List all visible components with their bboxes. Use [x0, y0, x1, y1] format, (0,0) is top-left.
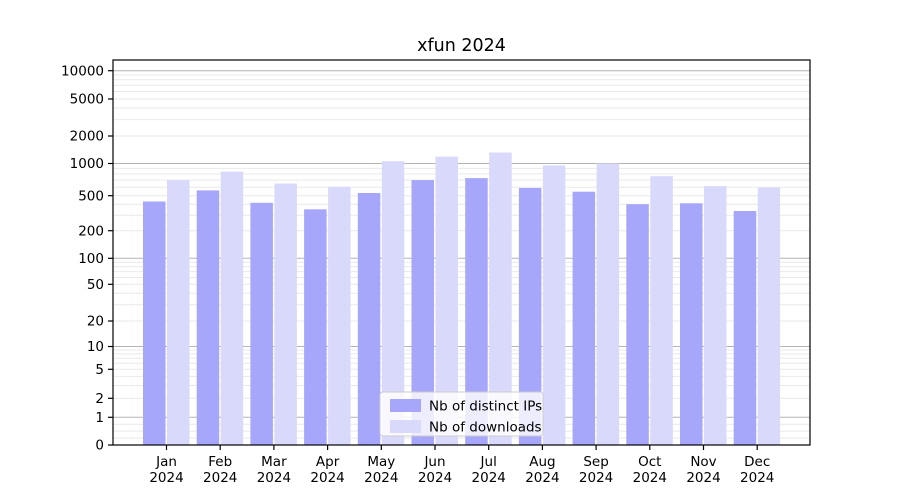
y-tick-label: 10000: [61, 63, 104, 79]
bar-nb-of-distinct-ips-may: [357, 193, 381, 445]
y-tick-label: 1: [95, 410, 104, 426]
x-tick-label-year: 2024: [633, 470, 667, 486]
y-tick-label: 200: [78, 223, 104, 239]
y-tick-label: 2: [95, 391, 104, 407]
y-tick-label: 10: [87, 339, 104, 355]
x-tick-label-month: May: [367, 454, 395, 470]
x-tick-label-year: 2024: [418, 470, 452, 486]
x-tick-label-year: 2024: [149, 470, 183, 486]
legend-swatch-nb-of-distinct-ips: [390, 399, 421, 412]
bar-nb-of-downloads-jun: [435, 156, 458, 445]
x-tick-label-year: 2024: [525, 470, 559, 486]
bar-nb-of-distinct-ips-apr: [304, 209, 327, 445]
x-tick-label-month: Jun: [423, 454, 445, 470]
bar-nb-of-distinct-ips-jul: [465, 178, 488, 445]
y-tick-label: 2000: [70, 129, 104, 145]
plot-border: [112, 59, 811, 446]
y-tick-label: 0: [95, 438, 104, 454]
legend-label-nb-of-distinct-ips: Nb of distinct IPs: [429, 399, 542, 415]
legend-swatch-nb-of-downloads: [390, 420, 421, 433]
bar-nb-of-downloads-oct: [650, 176, 673, 445]
bar-nb-of-downloads-apr: [328, 186, 351, 446]
y-tick-label: 100: [78, 251, 104, 267]
chart-title: xfun 2024: [417, 36, 506, 56]
y-tick-label: 500: [78, 188, 104, 204]
x-tick-label-year: 2024: [472, 470, 506, 486]
legend-label-nb-of-downloads: Nb of downloads: [429, 420, 542, 436]
x-tick-label-year: 2024: [579, 470, 613, 486]
x-tick-label-month: Feb: [208, 454, 232, 470]
x-tick-label-month: Dec: [744, 454, 770, 470]
x-tick-label-month: Aug: [529, 454, 555, 470]
x-tick-label-month: Nov: [690, 454, 716, 470]
bar-nb-of-distinct-ips-mar: [250, 202, 273, 445]
bar-nb-of-downloads-sep: [596, 163, 620, 445]
bar-nb-of-distinct-ips-aug: [518, 188, 542, 445]
bar-nb-of-downloads-may: [381, 161, 405, 445]
x-tick-label-year: 2024: [203, 470, 237, 486]
y-tick-label: 20: [87, 314, 104, 330]
bar-nb-of-distinct-ips-oct: [626, 204, 649, 445]
x-tick-label-year: 2024: [686, 470, 720, 486]
bar-nb-of-distinct-ips-dec: [733, 211, 757, 445]
bar-nb-of-distinct-ips-sep: [572, 191, 596, 445]
bar-nb-of-distinct-ips-nov: [680, 203, 703, 445]
y-tick-label: 1000: [70, 156, 104, 172]
x-tick-label-month: Mar: [261, 454, 287, 470]
x-tick-label-month: Sep: [583, 454, 608, 470]
x-tick-label-month: Apr: [316, 454, 340, 470]
bar-nb-of-downloads-mar: [274, 183, 297, 445]
x-tick-label-month: Jul: [480, 454, 497, 470]
bar-nb-of-distinct-ips-jan: [143, 201, 166, 445]
x-tick-label-year: 2024: [364, 470, 398, 486]
bar-nb-of-distinct-ips-jun: [411, 180, 434, 445]
y-tick-label: 5000: [70, 92, 104, 108]
bar-nb-of-downloads-jan: [167, 180, 190, 445]
bar-nb-of-distinct-ips-feb: [196, 190, 220, 445]
x-tick-label-month: Jan: [155, 454, 177, 470]
y-tick-label: 5: [95, 362, 104, 378]
x-tick-label-year: 2024: [740, 470, 774, 486]
bar-nb-of-downloads-aug: [542, 165, 566, 445]
x-tick-label-year: 2024: [257, 470, 291, 486]
bar-nb-of-downloads-nov: [704, 186, 727, 445]
bar-nb-of-downloads-jul: [489, 152, 512, 445]
x-tick-label-month: Oct: [638, 454, 661, 470]
y-tick-label: 50: [87, 277, 104, 293]
bar-nb-of-downloads-dec: [757, 187, 781, 445]
x-tick-label-year: 2024: [310, 470, 344, 486]
bar-nb-of-downloads-feb: [220, 171, 244, 445]
